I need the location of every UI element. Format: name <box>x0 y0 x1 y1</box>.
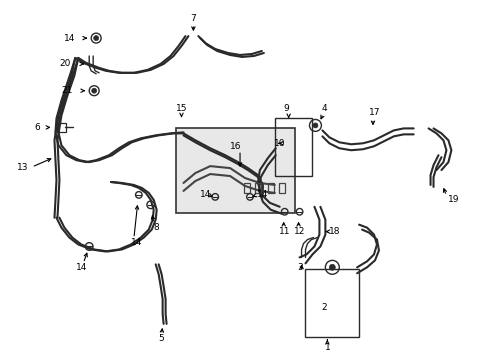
Bar <box>274 118 312 176</box>
Text: 8: 8 <box>153 223 159 232</box>
Text: 5: 5 <box>159 334 164 343</box>
Text: 14: 14 <box>131 238 142 247</box>
Bar <box>267 183 273 193</box>
Text: 19: 19 <box>447 195 459 204</box>
Text: 9: 9 <box>283 104 289 113</box>
Circle shape <box>328 264 335 270</box>
Text: 16: 16 <box>230 142 241 151</box>
Text: 3: 3 <box>297 263 303 272</box>
Text: 10: 10 <box>273 139 285 148</box>
Text: 21: 21 <box>61 86 73 95</box>
Text: 4: 4 <box>321 104 326 113</box>
Text: 2: 2 <box>321 302 326 311</box>
Text: 1: 1 <box>324 343 329 352</box>
Bar <box>244 183 249 193</box>
Bar <box>57 123 66 132</box>
Text: 14: 14 <box>76 263 87 272</box>
Bar <box>175 129 294 213</box>
Text: 18: 18 <box>328 227 340 236</box>
Text: 12: 12 <box>293 227 305 236</box>
Text: 14: 14 <box>256 190 268 199</box>
Bar <box>304 269 358 337</box>
Text: 13: 13 <box>17 163 28 172</box>
Circle shape <box>92 88 97 93</box>
Text: 17: 17 <box>368 108 380 117</box>
Text: 20: 20 <box>60 59 71 68</box>
Circle shape <box>94 36 99 41</box>
Text: 6: 6 <box>35 123 41 132</box>
Bar <box>278 183 284 193</box>
Circle shape <box>312 123 317 128</box>
Text: 11: 11 <box>278 227 290 236</box>
Text: 14: 14 <box>200 190 211 199</box>
Bar <box>254 183 260 193</box>
Text: 7: 7 <box>190 14 196 23</box>
Text: 14: 14 <box>64 33 76 42</box>
Text: 15: 15 <box>175 104 186 113</box>
